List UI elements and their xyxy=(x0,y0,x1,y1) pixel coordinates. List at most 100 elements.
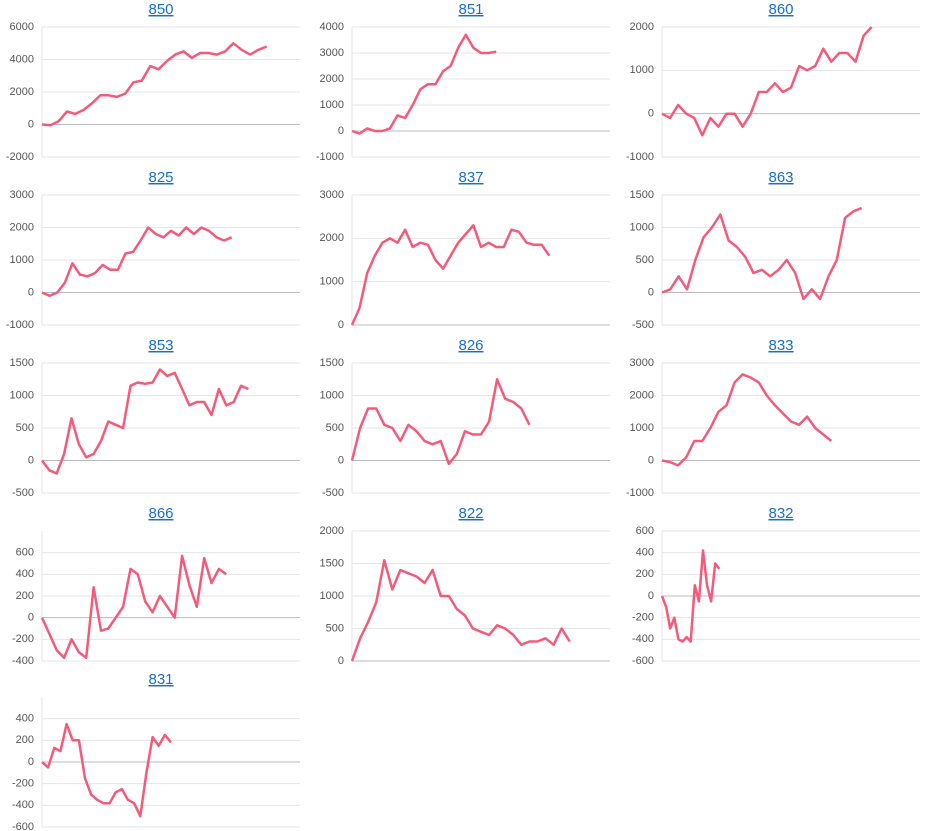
chart: 831 -600 -400 -200 0 200 400 xyxy=(12,671,300,831)
line xyxy=(661,206,863,301)
chart-title[interactable]: 866 xyxy=(148,505,173,522)
chart: 826 -500 0 500 1000 1500 xyxy=(320,337,610,499)
y-tick-label: 200 xyxy=(16,734,34,746)
line xyxy=(41,42,268,127)
chart-title[interactable]: 833 xyxy=(768,337,793,354)
chart: 833 -1000 0 1000 2000 3000 xyxy=(626,337,920,499)
y-tick-label: 3000 xyxy=(320,47,344,59)
y-tick-label: -2000 xyxy=(6,151,34,163)
y-tick-label: -200 xyxy=(12,633,34,645)
y-tick-label: -400 xyxy=(12,799,34,811)
y-tick-label: 0 xyxy=(28,454,34,466)
y-tick-label: 0 xyxy=(28,118,34,130)
chart: 837 0 1000 2000 3000 xyxy=(320,169,610,331)
chart: 825 -1000 0 1000 2000 3000 xyxy=(6,169,300,331)
chart-title[interactable]: 853 xyxy=(148,337,173,354)
chart: 863 -500 0 500 1000 1500 xyxy=(630,169,920,331)
y-tick-label: 3000 xyxy=(10,189,34,201)
y-tick-label: 2000 xyxy=(630,21,654,33)
y-tick-label: 1000 xyxy=(10,254,34,266)
y-tick-label: 1000 xyxy=(630,422,654,434)
line xyxy=(40,554,228,660)
y-tick-label: 2000 xyxy=(10,86,34,98)
chart-title[interactable]: 837 xyxy=(458,169,483,186)
y-tick-label: 1500 xyxy=(630,189,654,201)
y-tick-label: 1000 xyxy=(10,389,34,401)
y-tick-label: -500 xyxy=(322,487,344,499)
y-tick-label: 0 xyxy=(28,286,34,298)
y-tick-label: 1000 xyxy=(320,590,344,602)
y-tick-label: -500 xyxy=(12,487,34,499)
line xyxy=(661,373,833,467)
line xyxy=(350,559,571,662)
y-tick-label: 1000 xyxy=(320,389,344,401)
y-tick-label: 600 xyxy=(636,525,654,537)
chart-title[interactable]: 863 xyxy=(768,169,793,186)
y-tick-label: 200 xyxy=(636,568,654,580)
y-tick-label: 2000 xyxy=(320,232,344,244)
y-tick-label: 0 xyxy=(28,756,34,768)
y-tick-label: -1000 xyxy=(626,151,654,163)
y-tick-label: 1000 xyxy=(630,221,654,233)
y-tick-label: 0 xyxy=(338,454,344,466)
chart-title[interactable]: 825 xyxy=(148,169,173,186)
y-tick-label: -600 xyxy=(632,655,654,667)
y-tick-label: 1500 xyxy=(10,357,34,369)
y-tick-label: 1000 xyxy=(320,276,344,288)
chart-title[interactable]: 822 xyxy=(458,505,483,522)
y-tick-label: 2000 xyxy=(10,221,34,233)
y-tick-label: -200 xyxy=(632,612,654,624)
y-tick-label: 2000 xyxy=(320,73,344,85)
y-tick-label: 500 xyxy=(326,622,344,634)
y-tick-label: 2000 xyxy=(320,525,344,537)
chart: 850 -2000 0 2000 4000 6000 xyxy=(6,1,300,163)
line xyxy=(41,226,233,298)
y-tick-label: 500 xyxy=(16,422,34,434)
y-tick-label: 0 xyxy=(338,655,344,667)
line xyxy=(351,33,497,135)
y-tick-label: -400 xyxy=(12,655,34,667)
line xyxy=(41,368,249,475)
y-tick-label: 0 xyxy=(648,286,654,298)
line xyxy=(661,26,873,137)
y-tick-label: -1000 xyxy=(626,487,654,499)
y-tick-label: 500 xyxy=(326,422,344,434)
y-tick-label: 0 xyxy=(338,125,344,137)
chart: 832 -600 -400 -200 0 200 400 600 xyxy=(632,505,920,667)
chart: 853 -500 0 500 1000 1500 xyxy=(10,337,300,499)
line xyxy=(350,224,551,326)
chart-title[interactable]: 860 xyxy=(768,1,793,18)
y-tick-label: 2000 xyxy=(630,389,654,401)
y-tick-label: 4000 xyxy=(10,53,34,65)
y-tick-label: -600 xyxy=(12,821,34,831)
y-tick-label: 6000 xyxy=(10,21,34,33)
y-tick-label: 200 xyxy=(16,590,34,602)
y-tick-label: 1500 xyxy=(320,357,344,369)
y-tick-label: -500 xyxy=(632,319,654,331)
line xyxy=(350,378,531,466)
y-tick-label: 0 xyxy=(648,108,654,120)
y-tick-label: 0 xyxy=(648,590,654,602)
chart: 851 -1000 0 1000 2000 3000 4000 xyxy=(316,1,610,163)
y-tick-label: 4000 xyxy=(320,21,344,33)
y-tick-label: 600 xyxy=(16,547,34,559)
chart-title[interactable]: 831 xyxy=(148,671,173,688)
y-tick-label: 3000 xyxy=(630,357,654,369)
chart-title[interactable]: 851 xyxy=(458,1,483,18)
y-tick-label: -200 xyxy=(12,778,34,790)
y-tick-label: -400 xyxy=(632,633,654,645)
chart-title[interactable]: 850 xyxy=(148,1,173,18)
y-tick-label: 1000 xyxy=(630,64,654,76)
y-tick-label: 400 xyxy=(636,547,654,559)
y-tick-label: -1000 xyxy=(6,319,34,331)
y-tick-label: 400 xyxy=(16,568,34,580)
chart-title[interactable]: 826 xyxy=(458,337,483,354)
y-tick-label: 0 xyxy=(338,319,344,331)
y-tick-label: -1000 xyxy=(316,151,344,163)
y-tick-label: 0 xyxy=(648,454,654,466)
chart: 822 0 500 1000 1500 2000 xyxy=(320,505,610,667)
chart-title[interactable]: 832 xyxy=(768,505,793,522)
line xyxy=(660,549,721,643)
